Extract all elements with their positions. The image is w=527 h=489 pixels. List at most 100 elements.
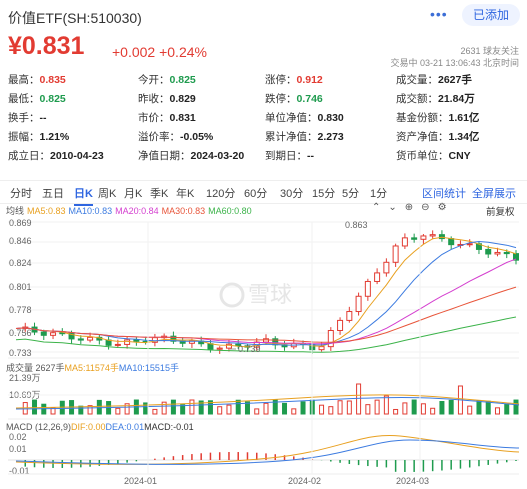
candle [337, 319, 344, 331]
stat-item: 成立日：2010-04-23 [8, 148, 104, 163]
candle [346, 311, 353, 321]
candle [327, 329, 334, 348]
volume-bar [115, 407, 121, 415]
tab-period[interactable]: 15分 [312, 188, 336, 200]
stat-label: 今开： [138, 74, 170, 86]
volume-legend-item: MA5:11574手 [64, 363, 119, 373]
stat-label: 振幅： [8, 131, 40, 143]
volume-bar [356, 383, 362, 415]
tab-period[interactable]: 年K [176, 188, 195, 200]
stat-value: 0.825 [39, 93, 66, 105]
tab-period[interactable]: 季K [150, 188, 169, 200]
page-title: 价值ETF(SH:510030) [8, 10, 142, 26]
candle [420, 235, 427, 240]
stat-label: 货币单位： [396, 150, 449, 162]
volume-bar [32, 399, 38, 415]
settings-icon[interactable]: ⚙ [437, 202, 447, 213]
stat-value: 2010-04-23 [50, 150, 104, 162]
volume-bar [439, 401, 445, 415]
tab-period[interactable]: 五日 [42, 188, 64, 200]
stats-row: 换手：-- 市价：0.831 单位净值：0.830 基金份额：1.61亿 [8, 110, 520, 126]
stat-item: 成交量：2627手 [396, 72, 472, 87]
more-dots-icon[interactable]: ••• [430, 6, 448, 22]
tab-period[interactable]: 60分 [244, 188, 268, 200]
candle [401, 237, 408, 247]
ma-legend-item: MA5:0.83 [27, 206, 66, 216]
minus-icon[interactable]: ⊖ [421, 202, 430, 213]
ma-legend: 均线 MA5:0.83 MA10:0.83 MA20:0.84 MA30:0.83 MA6… [6, 204, 255, 217]
volume-legend-item: MA10:15515手 [118, 363, 179, 373]
candle [411, 237, 418, 240]
followers-count: 2631 球友关注 [460, 46, 519, 56]
chevron-up-icon[interactable]: ⌃ [372, 202, 381, 213]
volume-legend-item: 成交量 2627手 [6, 363, 65, 373]
price-tick-label: 0.733 [9, 348, 32, 358]
stat-item: 今开：0.825 [138, 72, 196, 87]
stat-value: 2024-03-20 [190, 150, 245, 162]
watermark: 雪球 [248, 282, 292, 307]
candle [263, 338, 269, 343]
volume-bar [180, 404, 186, 415]
volume-bar [513, 399, 519, 415]
ma-legend-item: MA20:0.84 [115, 206, 159, 216]
volume-bar [124, 403, 130, 415]
follow-button[interactable]: 已添加 [462, 4, 520, 26]
watermark-logo [219, 282, 245, 308]
tab-period[interactable]: 月K [124, 188, 143, 200]
stat-item: 最低：0.825 [8, 91, 66, 106]
tab-period[interactable]: 30分 [280, 188, 304, 200]
stats-row: 振幅：1.21% 溢价率：-0.05% 累计净值：2.273 资产净值：1.34亿 [8, 129, 520, 145]
fullscreen-link[interactable]: 全屏展示 [472, 188, 516, 200]
stat-item: 累计净值：2.273 [265, 129, 344, 144]
stat-value: 0.829 [169, 93, 196, 105]
volume-tick-label: 21.39万 [9, 373, 41, 383]
volume-bar [393, 408, 399, 415]
high-annotation: 0.863 [345, 220, 368, 230]
macd-legend-item: DEA:0.01 [105, 422, 145, 432]
candle [466, 243, 473, 246]
tab-period[interactable]: 分时 [10, 188, 32, 200]
volume-bar [207, 400, 213, 415]
volume-bar [217, 406, 223, 415]
chevron-down-icon[interactable]: ⌄ [388, 202, 397, 213]
volume-bar [328, 406, 334, 415]
volume-bar [504, 403, 510, 415]
stat-value: 0.746 [296, 93, 323, 105]
volume-bar [402, 402, 408, 415]
candle [207, 343, 214, 350]
volume-bar [485, 400, 491, 415]
stat-item: 换手：-- [8, 110, 47, 125]
stat-label: 溢价率： [138, 131, 180, 143]
tab-period[interactable]: 周K [98, 188, 117, 200]
trade-time: 交易中 03-21 13:06:43 北京时间 [390, 58, 519, 68]
stat-item: 成交额：21.84万 [396, 91, 475, 106]
volume-bar [476, 400, 482, 415]
candle [438, 234, 445, 240]
volume-bar [300, 401, 306, 415]
candle [374, 272, 381, 282]
macd-legend-item: DIF:0.00 [71, 422, 106, 432]
stat-value: CNY [448, 150, 471, 162]
tab-period[interactable]: 120分 [206, 188, 236, 200]
stat-item: 昨收：0.829 [138, 91, 196, 106]
candle [485, 248, 492, 255]
tab-period[interactable]: 日K [74, 185, 93, 206]
tab-period[interactable]: 5分 [342, 188, 360, 200]
stat-item: 单位净值：0.830 [265, 110, 344, 125]
volume-bar [235, 399, 241, 415]
stats-row: 最低：0.825 昨收：0.829 跌停：0.746 成交额：21.84万 [8, 91, 520, 107]
interval-stats-link[interactable]: 区间统计 [422, 188, 466, 200]
volume-bar [346, 400, 352, 415]
candle [216, 347, 223, 350]
stat-value: 21.84万 [438, 93, 475, 105]
volume-bar [467, 405, 473, 415]
plus-icon[interactable]: ⊕ [404, 202, 414, 213]
volume-bar [87, 405, 93, 415]
candle [318, 346, 325, 351]
adjust-select[interactable]: 前复权 [486, 207, 515, 218]
volume-bar [365, 404, 371, 415]
stat-label: 换手： [8, 112, 40, 124]
candle [355, 295, 362, 313]
tab-period[interactable]: 1分 [370, 188, 388, 200]
